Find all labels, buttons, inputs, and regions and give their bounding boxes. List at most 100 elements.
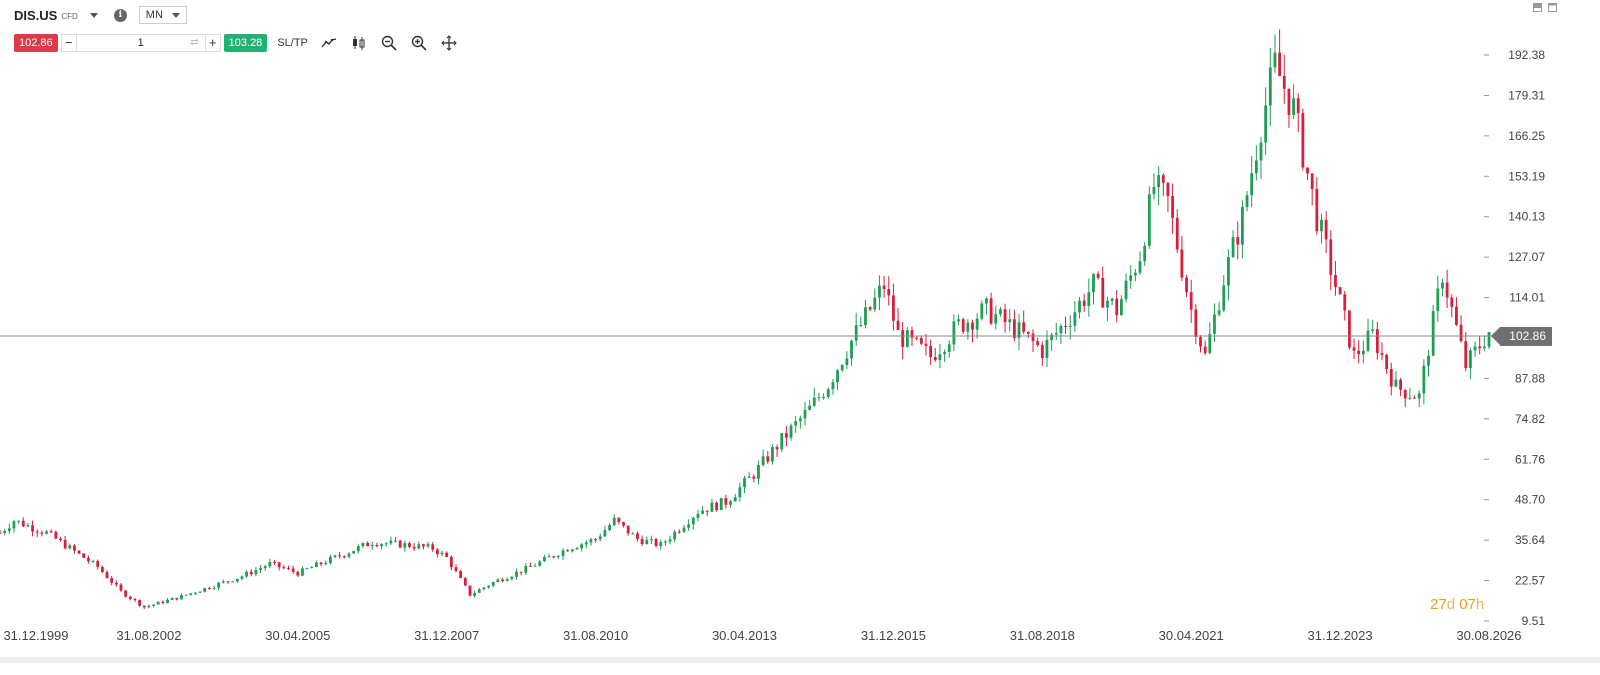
info-icon[interactable]: i	[113, 8, 127, 22]
swap-icon[interactable]: ⇄	[190, 37, 199, 48]
candle-body	[7, 528, 11, 531]
candlestick-icon[interactable]	[350, 34, 368, 52]
candle-body	[780, 433, 784, 450]
candle-body	[12, 521, 16, 529]
candle-body	[873, 297, 877, 310]
candle-body	[1147, 194, 1151, 246]
candle-body	[231, 581, 235, 583]
price-tick-label: 35.64	[1515, 533, 1545, 547]
line-chart-icon[interactable]	[320, 34, 338, 52]
candle-body	[468, 585, 472, 596]
buy-button[interactable]: 103.28	[223, 34, 268, 52]
crosshair-icon[interactable]	[440, 34, 458, 52]
increase-button[interactable]: +	[208, 35, 217, 50]
quantity-stepper[interactable]: − 1 ⇄ +	[60, 34, 221, 52]
candle-body	[784, 433, 788, 438]
timeframe-select[interactable]: MN	[138, 6, 187, 24]
time-scrollbar[interactable]	[0, 657, 1600, 663]
candle-body	[598, 536, 602, 540]
candle-body	[142, 605, 146, 608]
candle-body	[640, 539, 644, 545]
candle-body	[1338, 287, 1342, 295]
candle-body	[133, 598, 137, 601]
candle-body	[370, 545, 374, 547]
candle-body	[319, 562, 323, 565]
candle-body	[161, 601, 165, 604]
candle-body	[524, 565, 528, 573]
candle-body	[1264, 105, 1268, 143]
chevron-down-icon[interactable]	[89, 12, 98, 18]
symbol-name[interactable]: DIS.US	[14, 7, 58, 23]
candle-body	[1236, 237, 1240, 245]
candle-body	[1408, 397, 1412, 399]
candle-body	[0, 532, 2, 534]
candle-body	[291, 568, 295, 572]
candle-body	[77, 550, 81, 554]
candle-body	[1413, 397, 1416, 399]
candle-body	[1366, 330, 1370, 351]
candle-body	[626, 525, 630, 534]
candle-body	[1022, 322, 1026, 332]
candle-body	[375, 545, 379, 547]
candle-body	[1464, 341, 1468, 369]
candle-body	[3, 530, 7, 533]
decrease-button[interactable]: −	[64, 35, 73, 50]
time-tick-label: 31.08.2010	[563, 628, 628, 643]
candle-body	[701, 510, 705, 514]
candle-body	[654, 539, 658, 547]
sell-button[interactable]: 102.86	[14, 34, 58, 52]
candle-body	[1352, 347, 1356, 351]
price-tick-label: 114.01	[1509, 291, 1545, 305]
candle-body	[128, 596, 132, 599]
candle-body	[575, 548, 579, 550]
zoom-in-icon[interactable]	[410, 34, 428, 52]
time-tick-label: 30.08.2026	[1456, 628, 1521, 643]
candle-body	[449, 556, 453, 568]
candle-body	[1189, 292, 1193, 310]
candle-body	[54, 531, 58, 539]
candle-body	[608, 525, 611, 531]
chevron-down-icon	[171, 12, 180, 18]
candle-body	[235, 578, 239, 582]
candle-body	[417, 544, 421, 549]
candle-body	[719, 498, 723, 511]
candle-body	[1087, 292, 1091, 306]
candle-body	[556, 556, 560, 558]
candle-body	[249, 571, 253, 575]
window-minimize-icon[interactable]	[1533, 3, 1542, 12]
candle-body	[636, 533, 639, 540]
candle-body	[1487, 332, 1491, 347]
window-maximize-icon[interactable]	[1548, 3, 1557, 12]
candle-body	[664, 541, 667, 543]
candle-body	[854, 325, 858, 341]
candle-body	[677, 531, 681, 533]
candle-body	[812, 397, 816, 406]
sltp-button[interactable]: SL/TP	[277, 37, 308, 49]
candle-body	[301, 568, 304, 576]
zoom-out-icon[interactable]	[380, 34, 398, 52]
candle-body	[519, 571, 523, 573]
candle-body	[277, 562, 281, 568]
price-tick-label: 61.76	[1515, 452, 1545, 466]
candle-body	[194, 592, 197, 594]
quantity-value: 1	[137, 37, 144, 49]
candle-body	[403, 543, 407, 548]
candle-body	[268, 561, 272, 567]
candle-body	[1380, 353, 1384, 355]
price-tick-label: 48.70	[1515, 493, 1545, 507]
candle-body	[328, 556, 332, 564]
candle-body	[240, 576, 244, 579]
candle-body	[1268, 67, 1272, 106]
candle-body	[156, 601, 160, 605]
candle-body	[1296, 98, 1300, 114]
candle-body	[352, 551, 356, 554]
candle-body	[659, 542, 663, 547]
candle-body	[1329, 239, 1333, 276]
candle-body	[477, 589, 481, 593]
candle-body	[1064, 325, 1067, 327]
current-price-label: 102.86	[1491, 327, 1552, 346]
quantity-input[interactable]: 1 ⇄	[75, 35, 206, 51]
candle-body	[333, 555, 337, 557]
candle-body	[17, 520, 21, 522]
